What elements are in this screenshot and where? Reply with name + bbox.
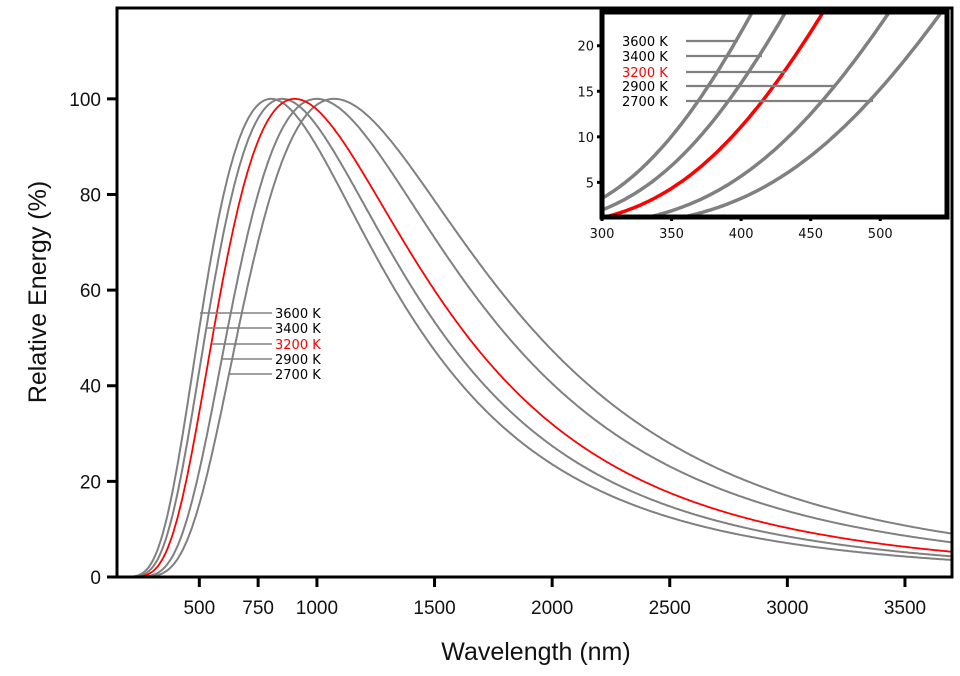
- inset-legend-label: 2700 K: [622, 95, 668, 110]
- legend-label: 3200 K: [275, 338, 321, 353]
- series-line-3400k: [117, 97, 952, 577]
- inset-x-tick-label: 300: [590, 227, 615, 242]
- x-tick-label: 750: [242, 598, 274, 619]
- inset-y-tick-label: 15: [577, 85, 594, 100]
- inset-series-line-2700k: [674, 12, 944, 217]
- inset-legend-label: 3600 K: [622, 35, 668, 50]
- inset-y-tick-label: 5: [586, 176, 594, 191]
- series-line-2700k: [117, 97, 952, 577]
- inset-series-line-3600k: [602, 12, 755, 200]
- inset-series-line-3400k: [602, 12, 788, 212]
- inset-series-line-2900k: [641, 12, 892, 217]
- main-plot-frame: [115, 6, 954, 579]
- inset-x-tick-label: 500: [868, 227, 893, 242]
- y-tick-label: 0: [90, 568, 101, 589]
- y-tick-label: 40: [80, 377, 101, 398]
- legend-label: 3400 K: [275, 322, 321, 337]
- legend-label: 3600 K: [275, 307, 321, 322]
- inset-frame: [599, 9, 950, 220]
- inset-y-tick-label: 10: [577, 131, 594, 146]
- x-axis-title: Wavelength (nm): [441, 638, 630, 666]
- x-tick-label: 1500: [413, 598, 455, 619]
- y-axis-title: Relative Energy (%): [24, 181, 52, 403]
- x-tick-label: 3500: [884, 598, 926, 619]
- inset-legend-label: 2900 K: [622, 80, 668, 95]
- series-line-2900k: [117, 97, 952, 577]
- inset-legend-label: 3400 K: [622, 50, 668, 65]
- inset-x-tick-label: 400: [729, 227, 754, 242]
- y-tick-label: 80: [80, 185, 101, 206]
- y-tick-label: 100: [69, 90, 101, 111]
- x-tick-label: 2500: [649, 598, 691, 619]
- x-tick-label: 1000: [296, 598, 338, 619]
- legend-label: 2700 K: [275, 368, 321, 383]
- x-tick-label: 500: [183, 598, 215, 619]
- inset-x-tick-label: 450: [798, 227, 823, 242]
- inset-series-line-3200k: [602, 12, 826, 217]
- legend-label: 2900 K: [275, 353, 321, 368]
- y-tick-label: 20: [80, 472, 101, 493]
- series-line-3600k: [117, 97, 952, 577]
- x-tick-label: 3000: [766, 598, 808, 619]
- series-line-3200k: [117, 97, 952, 577]
- inset-legend-label: 3200 K: [622, 66, 668, 81]
- inset-y-tick-label: 20: [577, 40, 594, 55]
- y-tick-label: 60: [80, 281, 101, 302]
- main-curves: [117, 97, 952, 577]
- inset-x-tick-label: 350: [659, 227, 684, 242]
- main-axes: 500 750 1000 1500 2000 2500 3000 3500 0 20 40 60 80 1…: [69, 6, 954, 619]
- x-tick-label: 2000: [531, 598, 573, 619]
